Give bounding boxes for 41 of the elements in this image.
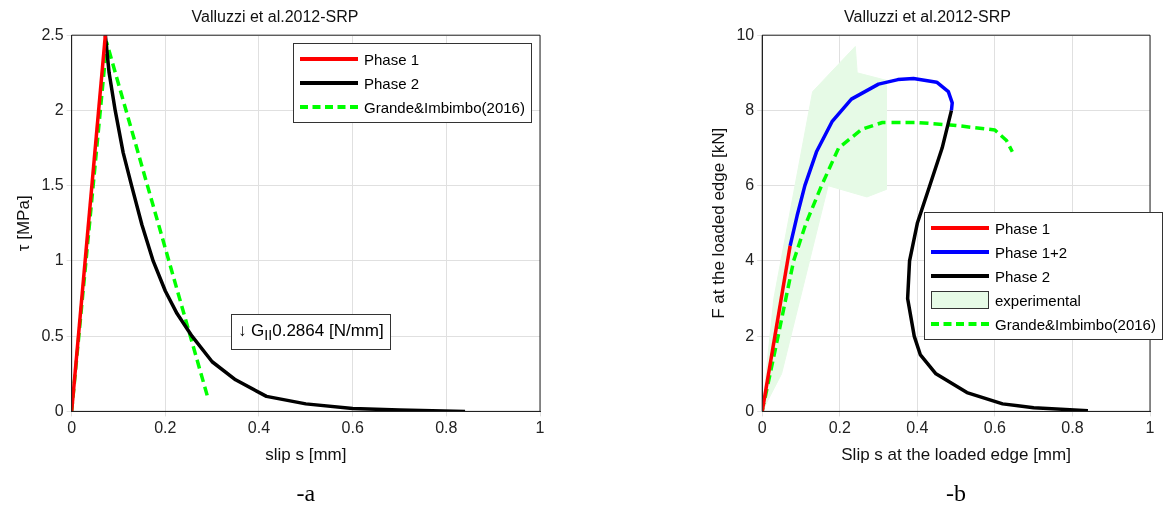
chart-title: Valluzzi et al.2012-SRP bbox=[844, 8, 1011, 26]
x-tick-label: 0 bbox=[757, 419, 767, 437]
y-tick-label: 1.5 bbox=[41, 176, 64, 194]
y-tick-label: 2.5 bbox=[41, 25, 64, 43]
chart-title: Valluzzi et al.2012-SRP bbox=[191, 8, 359, 26]
legend-label: Phase 2 bbox=[364, 74, 420, 92]
y-tick-label: 10 bbox=[736, 25, 755, 43]
x-tick-label: 1 bbox=[1145, 419, 1155, 437]
x-axis-title: Slip s at the loaded edge [mm] bbox=[841, 445, 1071, 465]
x-tick-label: 0.8 bbox=[1061, 419, 1084, 437]
y-tick-label: 4 bbox=[745, 251, 755, 269]
x-axis-title: slip s [mm] bbox=[265, 445, 347, 465]
text: -a bbox=[296, 480, 316, 507]
y-tick-label: 0 bbox=[54, 401, 64, 419]
legend-label: Phase 2 bbox=[995, 267, 1051, 285]
y-axis-title: F at the loaded edge [kN] bbox=[708, 127, 728, 319]
annotation: ↓ G$_{II}$0.2864 [N/mm] bbox=[230, 313, 391, 350]
legend-label: Grande&Imbimbo(2016) bbox=[364, 98, 525, 116]
y-tick-label: 0.5 bbox=[41, 326, 64, 344]
legend-label: Phase 1+2 bbox=[995, 243, 1068, 261]
y-tick-label: 0 bbox=[745, 401, 755, 419]
legend-label: experimental bbox=[995, 291, 1081, 309]
y-tick-label: 2 bbox=[745, 326, 755, 344]
y-tick-label: 1 bbox=[54, 251, 64, 269]
y-axis-title: τ [MPa] bbox=[13, 195, 33, 252]
x-tick-label: 0.2 bbox=[828, 419, 851, 437]
y-tick-label: 2 bbox=[54, 100, 64, 118]
x-tick-label: 0.4 bbox=[247, 419, 271, 437]
x-tick-label: 0.8 bbox=[435, 419, 458, 437]
x-tick-label: 0.6 bbox=[341, 419, 364, 437]
x-tick-label: 0 bbox=[67, 419, 77, 437]
legend-label: Phase 1 bbox=[995, 219, 1051, 237]
x-tick-label: 0.2 bbox=[154, 419, 177, 437]
legend-label: Grande&Imbimbo(2016) bbox=[995, 315, 1156, 333]
y-tick-label: 8 bbox=[745, 100, 755, 118]
text: -b bbox=[946, 480, 967, 507]
x-tick-label: 1 bbox=[535, 419, 545, 437]
y-tick-label: 6 bbox=[745, 176, 755, 194]
legend-label: Phase 1 bbox=[364, 50, 420, 68]
x-tick-label: 0.6 bbox=[983, 419, 1007, 437]
x-tick-label: 0.4 bbox=[906, 419, 929, 437]
